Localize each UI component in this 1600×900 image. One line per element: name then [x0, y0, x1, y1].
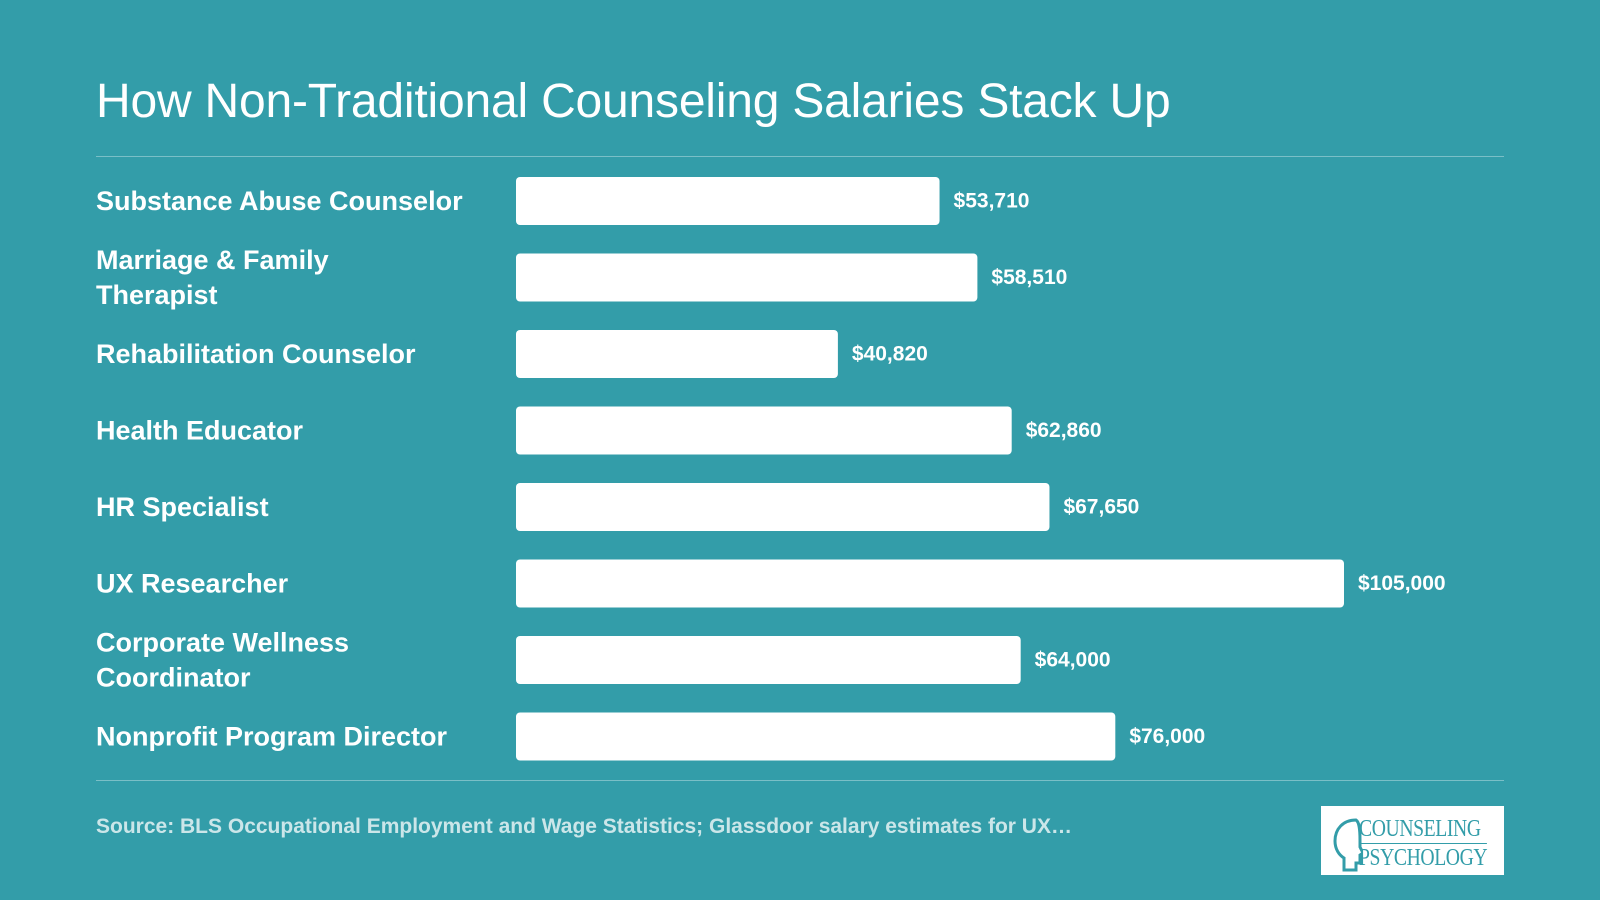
- logo-line-1: COUNSELING: [1359, 816, 1481, 842]
- value-label-0: $53,710: [954, 190, 1030, 213]
- bar-0: [516, 177, 940, 225]
- value-label-5: $105,000: [1358, 572, 1446, 595]
- chart-title: How Non-Traditional Counseling Salaries …: [96, 75, 1171, 128]
- bar-5: [516, 559, 1344, 608]
- category-label-5: UX Researcher: [96, 569, 289, 599]
- value-label-4: $67,650: [1063, 496, 1139, 519]
- value-label-3: $62,860: [1026, 419, 1102, 442]
- top-divider: [96, 156, 1504, 157]
- value-label-1: $58,510: [991, 266, 1067, 289]
- bar-3: [516, 406, 1012, 455]
- counseling-psychology-logo: COUNSELING PSYCHOLOGY: [1321, 806, 1504, 875]
- category-label-6: Corporate Wellness Coordinator: [96, 628, 349, 693]
- category-label-4: HR Specialist: [96, 492, 269, 522]
- head-profile-icon: [1333, 817, 1363, 871]
- bar-2: [516, 330, 838, 378]
- bar-1: [516, 253, 978, 302]
- category-label-3: Health Educator: [96, 416, 304, 446]
- bar-4: [516, 483, 1050, 531]
- value-label-6: $64,000: [1035, 649, 1111, 672]
- value-label-7: $76,000: [1129, 725, 1205, 748]
- category-label-0: Substance Abuse Counselor: [96, 186, 463, 216]
- category-label-7: Nonprofit Program Director: [96, 722, 448, 752]
- source-note: Source: BLS Occupational Employment and …: [96, 815, 1072, 838]
- value-label-2: $40,820: [852, 343, 928, 366]
- bottom-divider: [96, 780, 1504, 781]
- logo-line-2: PSYCHOLOGY: [1359, 843, 1488, 871]
- bar-7: [516, 712, 1116, 761]
- category-label-1: Marriage & Family Therapist: [96, 245, 329, 310]
- bar-6: [516, 636, 1021, 684]
- category-label-2: Rehabilitation Counselor: [96, 339, 416, 369]
